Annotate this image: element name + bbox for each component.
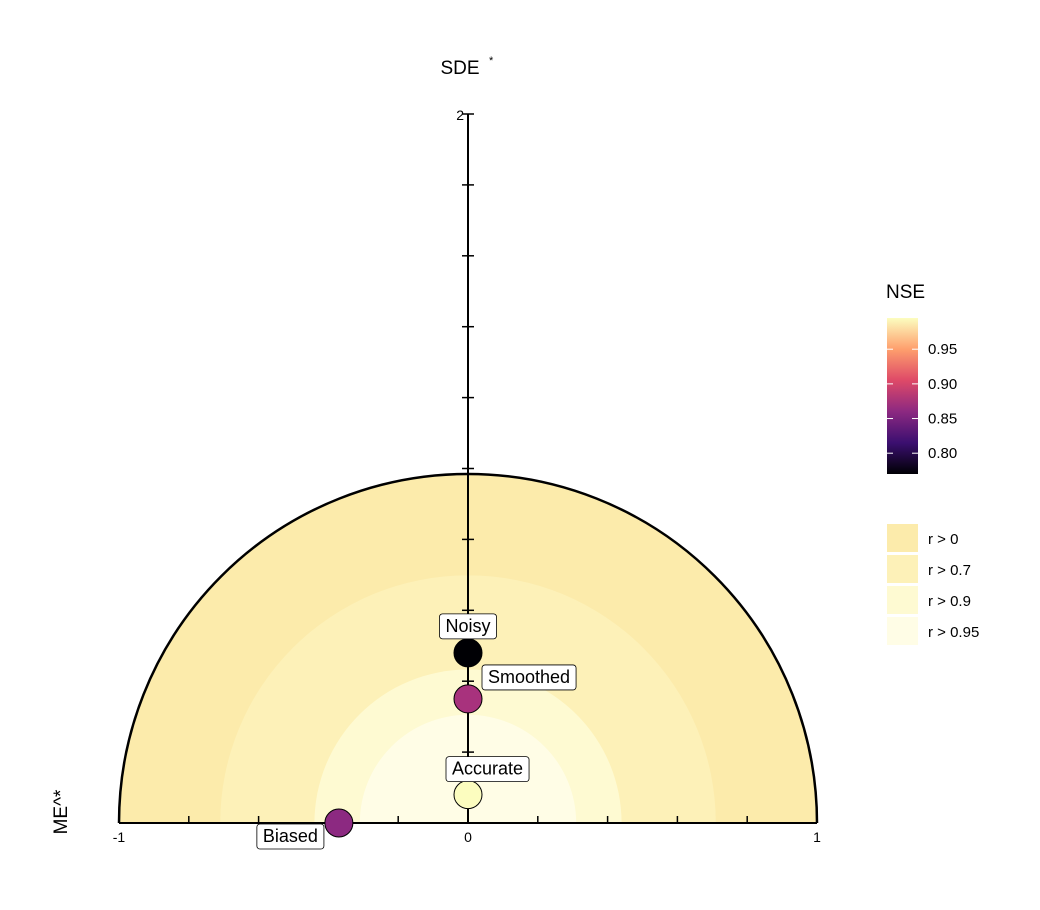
colorbar-gradient [887, 318, 918, 474]
zone-legend: r > 0 r > 0.7 r > 0.9 r > 0.95 [887, 524, 979, 645]
data-points [324, 638, 483, 838]
legend-label-0: r > 0 [928, 531, 958, 548]
legend-key-2 [887, 586, 918, 614]
x-tick-label: 1 [813, 829, 821, 845]
point-biased [324, 808, 354, 838]
legend-label-1: r > 0.7 [928, 562, 971, 579]
x-axis-title: ME^* [51, 789, 72, 834]
point-accurate [453, 780, 483, 810]
colorbar-title: NSE [886, 282, 925, 303]
point-label-text: Noisy [445, 616, 490, 636]
point-noisy [453, 638, 483, 668]
legend-key-1 [887, 555, 918, 583]
point-label-text: Biased [263, 826, 318, 846]
label-noisy: Noisy [439, 613, 497, 640]
label-accurate: Accurate [445, 756, 530, 783]
y-tick-label: 2 [456, 107, 464, 123]
legend-key-0 [887, 524, 918, 552]
colorbar-tick-label: 0.90 [928, 376, 957, 393]
label-biased: Biased [256, 823, 325, 850]
point-label-text: Accurate [452, 759, 523, 779]
colorbar-tick-label: 0.95 [928, 341, 957, 358]
point-smoothed [453, 684, 483, 714]
point-labels: Noisy Smoothed Accurate Biased [256, 613, 577, 850]
colorbar-tick-label: 0.85 [928, 411, 957, 428]
colorbar-tick-label: 0.80 [928, 445, 957, 462]
x-tick-label: 0 [464, 829, 472, 845]
point-label-text: Smoothed [488, 667, 570, 687]
legend-key-3 [887, 617, 918, 645]
legend-label-2: r > 0.9 [928, 593, 971, 610]
x-tick-label: -1 [113, 829, 126, 845]
y-axis-title-superscript: * [489, 55, 494, 67]
label-smoothed: Smoothed [481, 664, 577, 691]
y-axis-title: SDE [440, 58, 479, 79]
legend-label-3: r > 0.95 [928, 624, 979, 641]
nse-colorbar: NSE 0.95 0.90 0.85 0.80 [886, 282, 957, 474]
